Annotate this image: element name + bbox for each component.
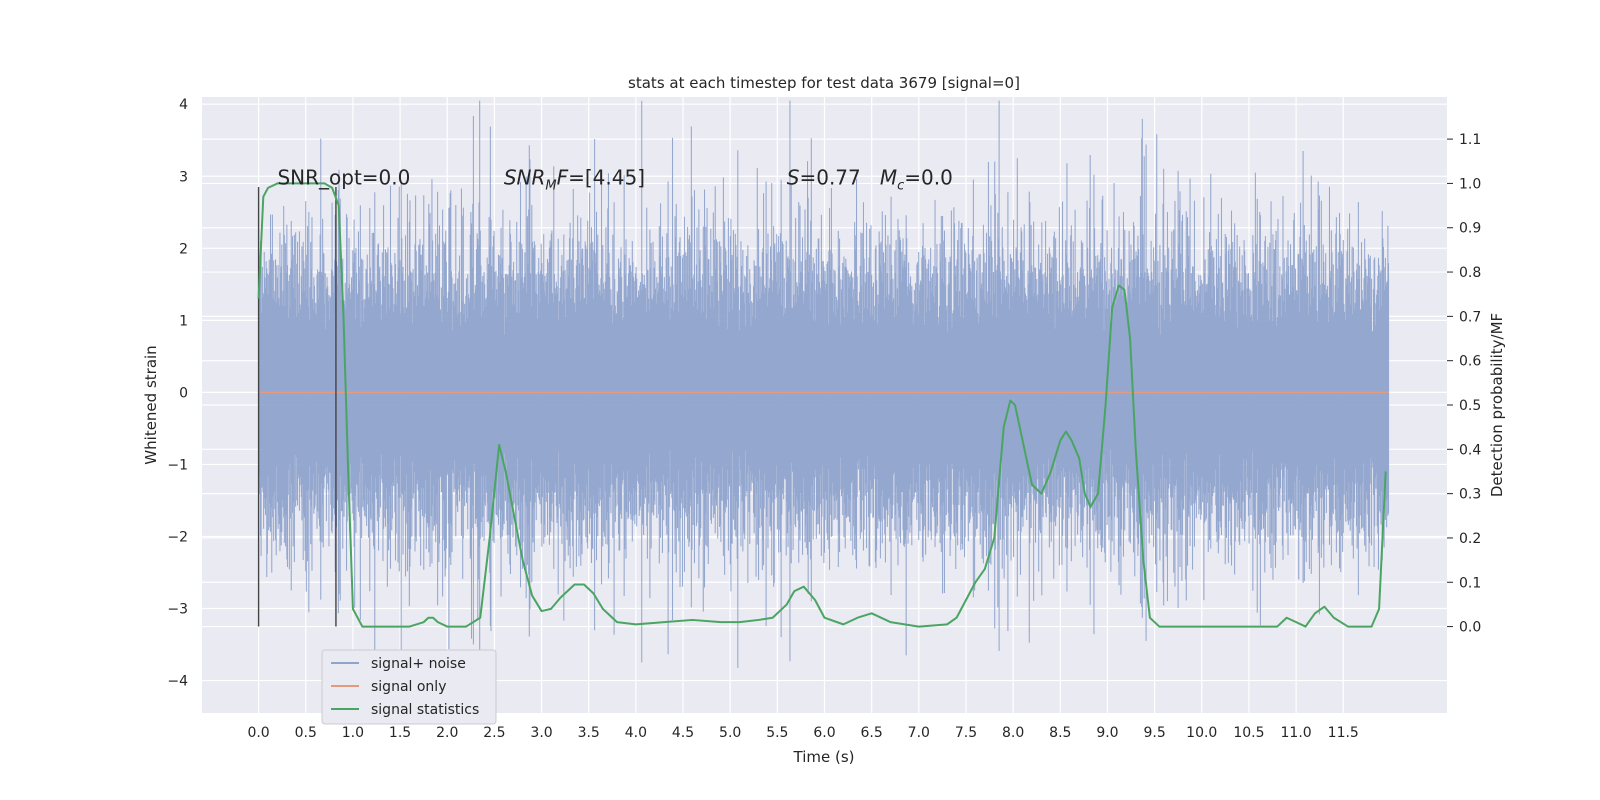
x-tick-label: 1.0 <box>342 725 364 741</box>
y-tick-label: 4 <box>179 97 188 113</box>
legend-box <box>321 649 497 725</box>
x-tick-label: 9.0 <box>1096 725 1118 741</box>
x-tick-label: 0.0 <box>247 725 269 741</box>
series-signal-statistics-line <box>257 182 1387 628</box>
annotation-text: S=0.77 Mc=0.0 <box>787 165 953 193</box>
x-tick-label: 10.0 <box>1186 725 1217 741</box>
y-tick-label: −2 <box>167 529 188 545</box>
x-tick-label: 0.5 <box>295 725 317 741</box>
x-tick-label: 8.0 <box>1002 725 1024 741</box>
x-tick-label: 5.0 <box>719 725 741 741</box>
x-tick-label: 4.5 <box>672 725 694 741</box>
legend: signal+ noise signal only signal statist… <box>321 649 497 725</box>
x-tick-label: 7.5 <box>955 725 977 741</box>
x-tick-label: 5.5 <box>766 725 788 741</box>
x-axis-title: Time (s) <box>793 748 855 766</box>
x-tick-label: 11.5 <box>1328 725 1359 741</box>
legend-label-signal-statistics: signal statistics <box>371 702 479 718</box>
y2-axis-title: Detection probability/MF <box>1488 313 1506 497</box>
y2-tick-label: 0.9 <box>1459 221 1481 237</box>
x-tick-label: 1.5 <box>389 725 411 741</box>
axes: 0.0 0.5 1.0 1.5 2.0 2.5 3.0 3.5 4.0 4.5 5.0 5.5 6.0 6… <box>167 97 1481 741</box>
chart-title: stats at each timestep for test data 367… <box>628 74 1020 92</box>
y2-tick-label: 1.0 <box>1459 176 1481 192</box>
x-tick-label: 3.5 <box>578 725 600 741</box>
y2-tick-label: 0.1 <box>1459 575 1481 591</box>
annotation-text: SNRMF=[4.45] <box>504 165 645 193</box>
y-tick-label: −1 <box>167 457 188 473</box>
legend-label-signal-only: signal only <box>371 679 446 695</box>
x-tick-label: 6.0 <box>813 725 835 741</box>
annotation-text: SNR_opt=0.0 <box>277 165 410 189</box>
legend-label-signal-noise: signal+ noise <box>371 656 466 672</box>
y2-tick-label: 0.6 <box>1459 354 1481 370</box>
x-tick-label: 6.5 <box>861 725 883 741</box>
x-tick-label: 10.5 <box>1233 725 1264 741</box>
x-tick-label: 8.5 <box>1049 725 1071 741</box>
y-tick-label: 3 <box>179 169 188 185</box>
y2-tick-label: 0.5 <box>1459 398 1481 414</box>
x-tick-label: 11.0 <box>1281 725 1312 741</box>
x-tick-label: 2.0 <box>436 725 458 741</box>
y-axis-title: Whitened strain <box>142 345 160 464</box>
y2-tick-label: 1.1 <box>1459 132 1481 148</box>
y-tick-label: 2 <box>179 241 188 257</box>
y-tick-label: −3 <box>167 602 188 618</box>
y2-tick-label: 0.7 <box>1459 309 1481 325</box>
y2-tick-label: 0.8 <box>1459 265 1481 281</box>
annotations: SNR_opt=0.0 SNRMF=[4.45] S=0.77 Mc=0.0 <box>277 165 952 193</box>
y2-tick-label: 0.0 <box>1459 620 1481 636</box>
x-tick-label: 4.0 <box>625 725 647 741</box>
x-tick-label: 2.5 <box>483 725 505 741</box>
y-tick-label: −4 <box>167 674 188 690</box>
y2-tick-label: 0.3 <box>1459 487 1481 503</box>
y2-tick-label: 0.2 <box>1459 531 1481 547</box>
x-tick-label: 7.0 <box>908 725 930 741</box>
x-tick-label: 3.0 <box>530 725 552 741</box>
y-tick-label: 1 <box>179 313 188 329</box>
x-tick-label: 9.5 <box>1143 725 1165 741</box>
y-tick-label: 0 <box>179 385 188 401</box>
data-layer <box>257 182 1389 628</box>
y2-tick-label: 0.4 <box>1459 442 1481 458</box>
